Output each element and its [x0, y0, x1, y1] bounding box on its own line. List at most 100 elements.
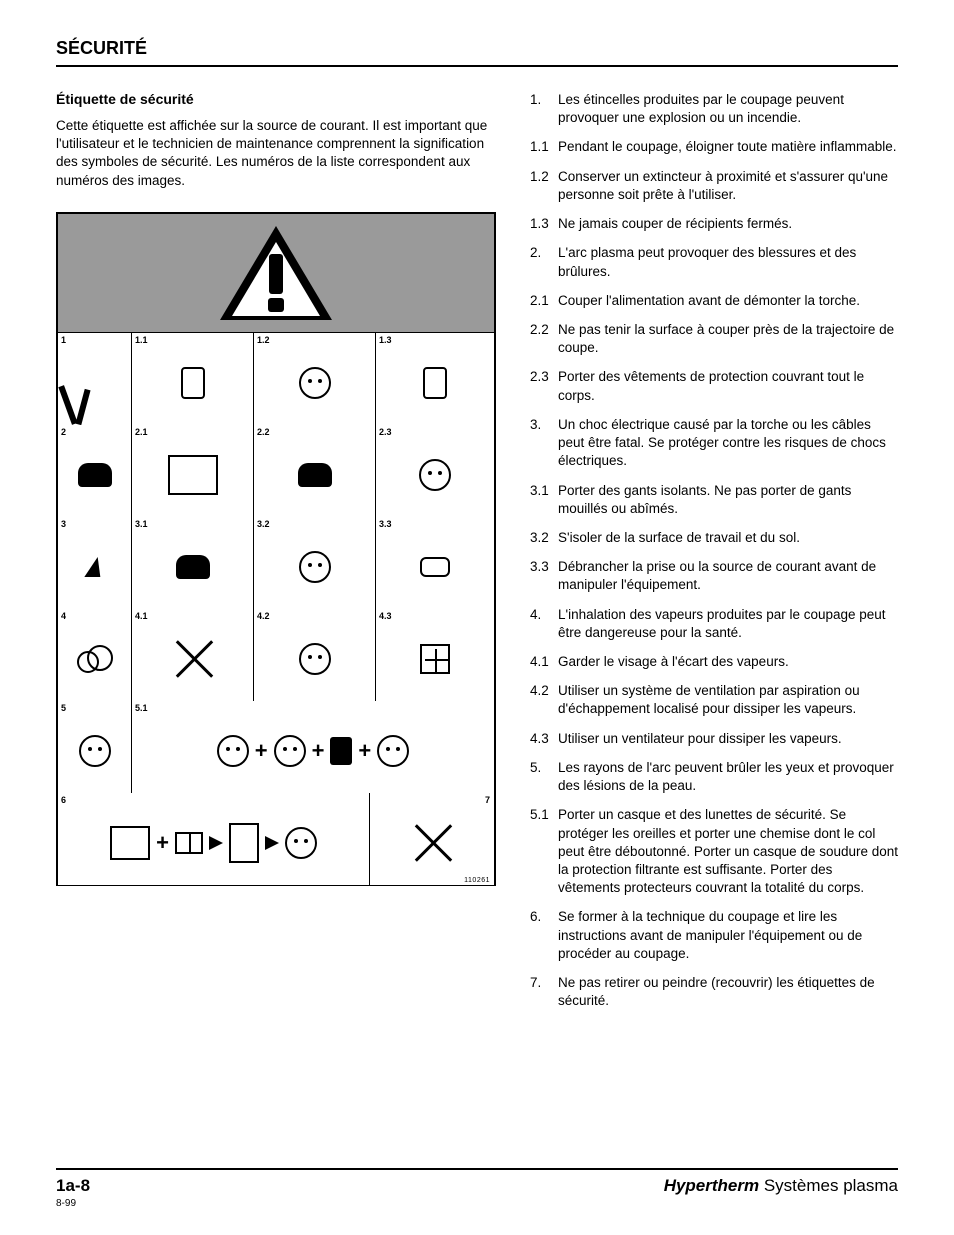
- page-footer: 1a-8 8-99 Hypertherm Systèmes plasma: [56, 1168, 898, 1209]
- pictogram-cell-5-1: 5.1+++: [132, 701, 494, 793]
- list-item-number: 1.2: [530, 168, 558, 204]
- pictogram-cell-2-2: 2.2: [254, 425, 376, 517]
- pictogram-icon: [376, 333, 494, 425]
- pictogram-icon: +: [58, 793, 369, 885]
- safety-list: 1.Les étincelles produites par le coupag…: [530, 91, 898, 1011]
- list-item-number: 5.1: [530, 806, 558, 897]
- page-header: SÉCURITÉ: [56, 38, 898, 67]
- right-column: 1.Les étincelles produites par le coupag…: [530, 91, 898, 1022]
- pictogram-icon: [376, 517, 494, 609]
- list-item-text: Porter des vêtements de protection couvr…: [558, 368, 898, 404]
- list-item-text: Un choc électrique causé par la torche o…: [558, 416, 898, 471]
- intro-paragraph: Cette étiquette est affichée sur la sour…: [56, 117, 496, 190]
- pictogram-icon: [370, 793, 494, 885]
- pictogram-row: 44.14.24.3: [58, 608, 494, 700]
- pictogram-row: 22.12.22.3: [58, 424, 494, 516]
- list-item: 4.1Garder le visage à l'écart des vapeur…: [530, 653, 898, 671]
- list-item-number: 1.: [530, 91, 558, 127]
- pictogram-row: 6+7110261: [58, 792, 494, 884]
- list-item: 3.3Débrancher la prise ou la source de c…: [530, 558, 898, 594]
- pictogram-icon: [132, 333, 253, 425]
- list-item-text: Ne pas retirer ou peindre (recouvrir) le…: [558, 974, 898, 1010]
- list-item: 2.1Couper l'alimentation avant de démont…: [530, 292, 898, 310]
- list-item-text: Pendant le coupage, éloigner toute matiè…: [558, 138, 898, 156]
- pictogram-cell-2-3: 2.3: [376, 425, 494, 517]
- pictogram-icon: [58, 425, 131, 517]
- list-item: 3.1Porter des gants isolants. Ne pas por…: [530, 482, 898, 518]
- page-number: 1a-8: [56, 1176, 90, 1196]
- list-item-number: 1.1: [530, 138, 558, 156]
- list-item-text: Les étincelles produites par le coupage …: [558, 91, 898, 127]
- pictogram-cell-3-3: 3.3: [376, 517, 494, 609]
- pictogram-icon: [376, 425, 494, 517]
- list-item: 1.Les étincelles produites par le coupag…: [530, 91, 898, 127]
- list-item: 4.3Utiliser un ventilateur pour dissiper…: [530, 730, 898, 748]
- list-item-number: 6.: [530, 908, 558, 963]
- list-item-text: Conserver un extincteur à proximité et s…: [558, 168, 898, 204]
- pictogram-icon: [58, 333, 131, 425]
- list-item-text: Couper l'alimentation avant de démonter …: [558, 292, 898, 310]
- list-item-text: Porter des gants isolants. Ne pas porter…: [558, 482, 898, 518]
- page-date: 8-99: [56, 1198, 90, 1209]
- list-item: 1.3Ne jamais couper de récipients fermés…: [530, 215, 898, 233]
- list-item-number: 3.: [530, 416, 558, 471]
- list-item-number: 3.2: [530, 529, 558, 547]
- warning-band: [58, 214, 494, 332]
- list-item: 1.1Pendant le coupage, éloigner toute ma…: [530, 138, 898, 156]
- safety-label-card: 11.11.21.322.12.22.333.13.23.344.14.24.3…: [56, 212, 496, 886]
- list-item-number: 2.: [530, 244, 558, 280]
- pictogram-cell-7: 7110261: [370, 793, 494, 885]
- list-item-number: 4.3: [530, 730, 558, 748]
- list-item-number: 2.1: [530, 292, 558, 310]
- footer-left: 1a-8 8-99: [56, 1176, 90, 1209]
- list-item-number: 3.3: [530, 558, 558, 594]
- pictogram-cell-4-3: 4.3: [376, 609, 494, 701]
- left-column: Étiquette de sécurité Cette étiquette es…: [56, 91, 496, 1022]
- list-item: 3.2S'isoler de la surface de travail et …: [530, 529, 898, 547]
- list-item-text: Débrancher la prise ou la source de cour…: [558, 558, 898, 594]
- list-item-number: 7.: [530, 974, 558, 1010]
- pictogram-row: 11.11.21.3: [58, 332, 494, 424]
- pictogram-cell-6: 6+: [58, 793, 370, 885]
- pictogram-cell-1: 1: [58, 333, 132, 425]
- pictogram-row: 33.13.23.3: [58, 516, 494, 608]
- pictogram-cell-1-2: 1.2: [254, 333, 376, 425]
- list-item-number: 3.1: [530, 482, 558, 518]
- list-item: 2.L'arc plasma peut provoquer des blessu…: [530, 244, 898, 280]
- pictogram-cell-4-1: 4.1: [132, 609, 254, 701]
- content-columns: Étiquette de sécurité Cette étiquette es…: [56, 91, 898, 1022]
- list-item: 2.3Porter des vêtements de protection co…: [530, 368, 898, 404]
- pictogram-icon: [254, 425, 375, 517]
- part-number: 110261: [464, 877, 490, 884]
- list-item: 2.2Ne pas tenir la surface à couper près…: [530, 321, 898, 357]
- footer-brand: Hypertherm Systèmes plasma: [664, 1176, 898, 1196]
- list-item: 5.Les rayons de l'arc peuvent brûler les…: [530, 759, 898, 795]
- list-item-text: Garder le visage à l'écart des vapeurs.: [558, 653, 898, 671]
- list-item-text: Se former à la technique du coupage et l…: [558, 908, 898, 963]
- pictogram-cell-3: 3: [58, 517, 132, 609]
- pictogram-cell-1-1: 1.1: [132, 333, 254, 425]
- list-item: 3.Un choc électrique causé par la torche…: [530, 416, 898, 471]
- pictogram-cell-3-2: 3.2: [254, 517, 376, 609]
- pictogram-icon: +++: [132, 701, 494, 793]
- pictogram-cell-2-1: 2.1: [132, 425, 254, 517]
- list-item: 5.1Porter un casque et des lunettes de s…: [530, 806, 898, 897]
- pictogram-icon: [254, 333, 375, 425]
- list-item-text: L'arc plasma peut provoquer des blessure…: [558, 244, 898, 280]
- pictogram-icon: [132, 609, 253, 701]
- list-item-number: 4.: [530, 606, 558, 642]
- pictogram-cell-4-2: 4.2: [254, 609, 376, 701]
- list-item-text: Utiliser un système de ventilation par a…: [558, 682, 898, 718]
- brand-name: Hypertherm: [664, 1176, 759, 1195]
- list-item: 4.2Utiliser un système de ventilation pa…: [530, 682, 898, 718]
- list-item-number: 2.2: [530, 321, 558, 357]
- list-item-text: Utiliser un ventilateur pour dissiper le…: [558, 730, 898, 748]
- pictogram-icon: [58, 701, 131, 793]
- pictogram-icon: [376, 609, 494, 701]
- warning-triangle-icon: [220, 226, 332, 320]
- brand-suffix: Systèmes plasma: [759, 1176, 898, 1195]
- pictogram-icon: [132, 517, 253, 609]
- pictogram-icon: [254, 517, 375, 609]
- list-item-text: L'inhalation des vapeurs produites par l…: [558, 606, 898, 642]
- list-item-text: S'isoler de la surface de travail et du …: [558, 529, 898, 547]
